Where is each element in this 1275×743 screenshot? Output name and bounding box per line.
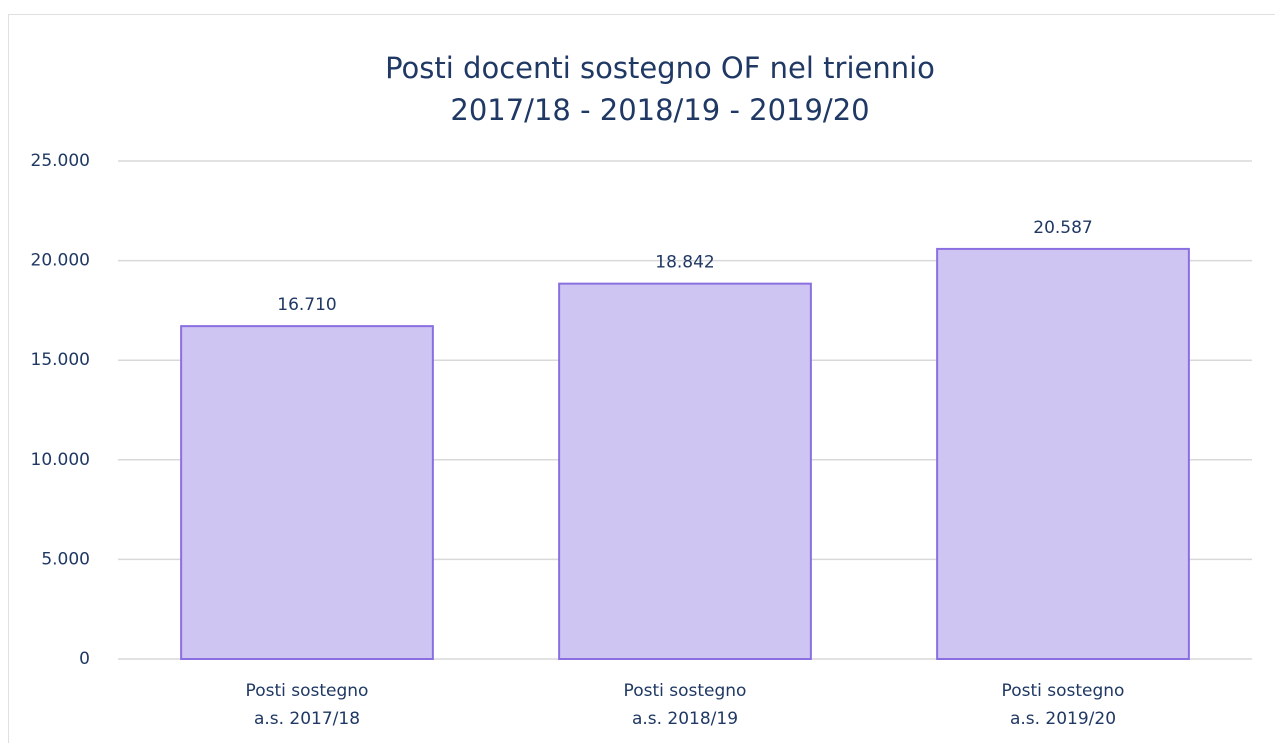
bar — [558, 282, 812, 660]
x-tick-label: a.s. 2018/19 — [632, 709, 738, 729]
y-tick-label: 10.000 — [31, 450, 90, 470]
x-tick-label: Posti sostegno — [624, 681, 747, 701]
chart-title: 2017/18 - 2018/19 - 2019/20 — [450, 93, 869, 127]
chart-title: Posti docenti sostegno OF nel triennio — [385, 51, 935, 85]
x-tick-label: Posti sostegno — [1002, 681, 1125, 701]
data-label: 18.842 — [655, 253, 714, 273]
x-tick-label: a.s. 2017/18 — [254, 709, 360, 729]
y-tick-label: 5.000 — [41, 549, 90, 569]
bar — [180, 325, 434, 660]
bar — [936, 247, 1190, 661]
x-tick-label: Posti sostegno — [246, 681, 369, 701]
data-label: 16.710 — [277, 295, 336, 315]
y-tick-label: 20.000 — [31, 251, 90, 271]
x-tick-label: a.s. 2019/20 — [1010, 709, 1116, 729]
y-tick-label: 0 — [79, 649, 90, 669]
chart-border — [8, 14, 1275, 743]
y-tick-label: 25.000 — [31, 151, 90, 171]
y-tick-label: 15.000 — [31, 350, 90, 370]
data-label: 20.587 — [1033, 218, 1092, 238]
